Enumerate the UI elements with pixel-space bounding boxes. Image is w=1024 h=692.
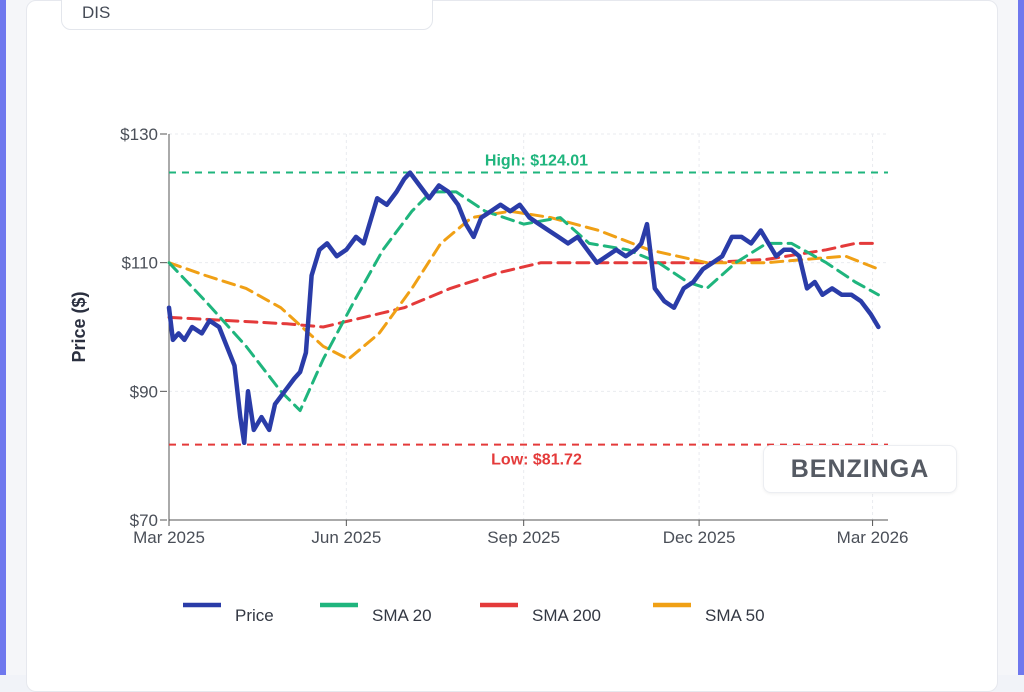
legend-label-sma20: SMA 20: [372, 606, 432, 625]
series-line-price: [166, 170, 881, 446]
x-tick-label: Sep 2025: [487, 528, 560, 547]
y-tick-label: $130: [120, 125, 158, 144]
ticker-box[interactable]: [61, 0, 433, 30]
y-tick-label: $110: [121, 254, 158, 273]
chart-series: [166, 170, 881, 446]
ticker-label: DIS: [82, 3, 111, 22]
y-tick-label: $70: [130, 511, 158, 530]
x-tick-label: Mar 2025: [133, 528, 205, 547]
legend-label-sma200: SMA 200: [532, 606, 601, 625]
chart-card: [26, 0, 998, 692]
x-tick-label: Jun 2025: [311, 528, 381, 547]
chart-annotations: High: $124.01 Low: $81.72: [169, 153, 888, 469]
x-tick-label: Mar 2026: [837, 528, 909, 547]
y-tick-label: $90: [130, 382, 158, 401]
chart-axes: $70 $90 $110 $130 Mar 2025 Jun 2025 Sep 2025 De…: [69, 125, 908, 547]
x-tick-label: Dec 2025: [663, 528, 736, 547]
legend-label-sma50: SMA 50: [705, 606, 765, 625]
chart-legend: Price SMA 20 SMA 200 SMA 50: [183, 602, 765, 625]
legend-label-price: Price: [235, 606, 274, 625]
series-line-sma20: [167, 190, 880, 413]
low-label: Low: $81.72: [491, 452, 582, 469]
series-line-sma50: [167, 209, 880, 361]
price-chart: $70 $90 $110 $130 Mar 2025 Jun 2025 Sep 2025 De…: [69, 125, 908, 625]
benzinga-watermark: BENZINGA: [763, 445, 957, 493]
high-label: High: $124.01: [485, 153, 588, 170]
y-axis-title: Price ($): [69, 291, 89, 362]
